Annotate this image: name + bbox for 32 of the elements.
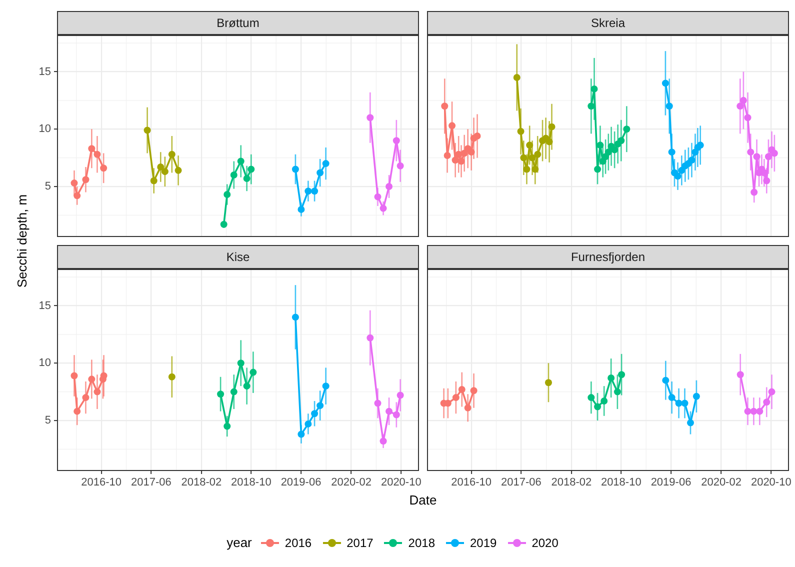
- x-tick-label: 2018-10: [230, 476, 272, 489]
- x-tick-label: 2020-10: [750, 476, 792, 489]
- chart-title: Furnesfjorden: [427, 245, 789, 269]
- y-tick-label: 15: [38, 300, 51, 312]
- x-tick-label: 2018-02: [181, 476, 222, 489]
- y-tick-label: 10: [38, 357, 51, 370]
- x-tick-label: 2017-06: [131, 476, 172, 489]
- y-tick-label: 5: [44, 414, 51, 427]
- x-tick-label: 2016-10: [81, 476, 122, 489]
- x-tick-label: 2017-06: [501, 476, 542, 489]
- legend-label: 2019: [470, 536, 497, 550]
- legend-label: 2020: [532, 536, 558, 550]
- y-tick-label: 5: [44, 180, 51, 193]
- legend-label: 2017: [346, 536, 374, 550]
- legend-title: year: [226, 535, 252, 550]
- x-tick-label: 2020-10: [380, 476, 422, 489]
- chart-title: Skreia: [427, 11, 789, 35]
- y-axis-title: Secchi depth, m: [14, 194, 30, 288]
- y-tick-label: 15: [38, 66, 51, 78]
- x-tick-label: 2020-02: [701, 476, 742, 489]
- legend-label: 2018: [408, 536, 435, 550]
- x-tick-label: 2018-02: [551, 476, 592, 489]
- x-tick-label: 2016-10: [451, 476, 492, 489]
- x-tick-label: 2018-10: [600, 476, 642, 489]
- x-tick-label: 2019-06: [650, 476, 692, 489]
- chart-title: Kise: [57, 245, 419, 269]
- chart-title: Brøttum: [57, 11, 419, 35]
- x-axis-title: Date: [409, 492, 437, 508]
- x-tick-label: 2020-02: [331, 476, 372, 489]
- y-tick-label: 10: [38, 123, 51, 136]
- legend-label: 2016: [284, 536, 312, 550]
- x-tick-label: 2019-06: [280, 476, 322, 489]
